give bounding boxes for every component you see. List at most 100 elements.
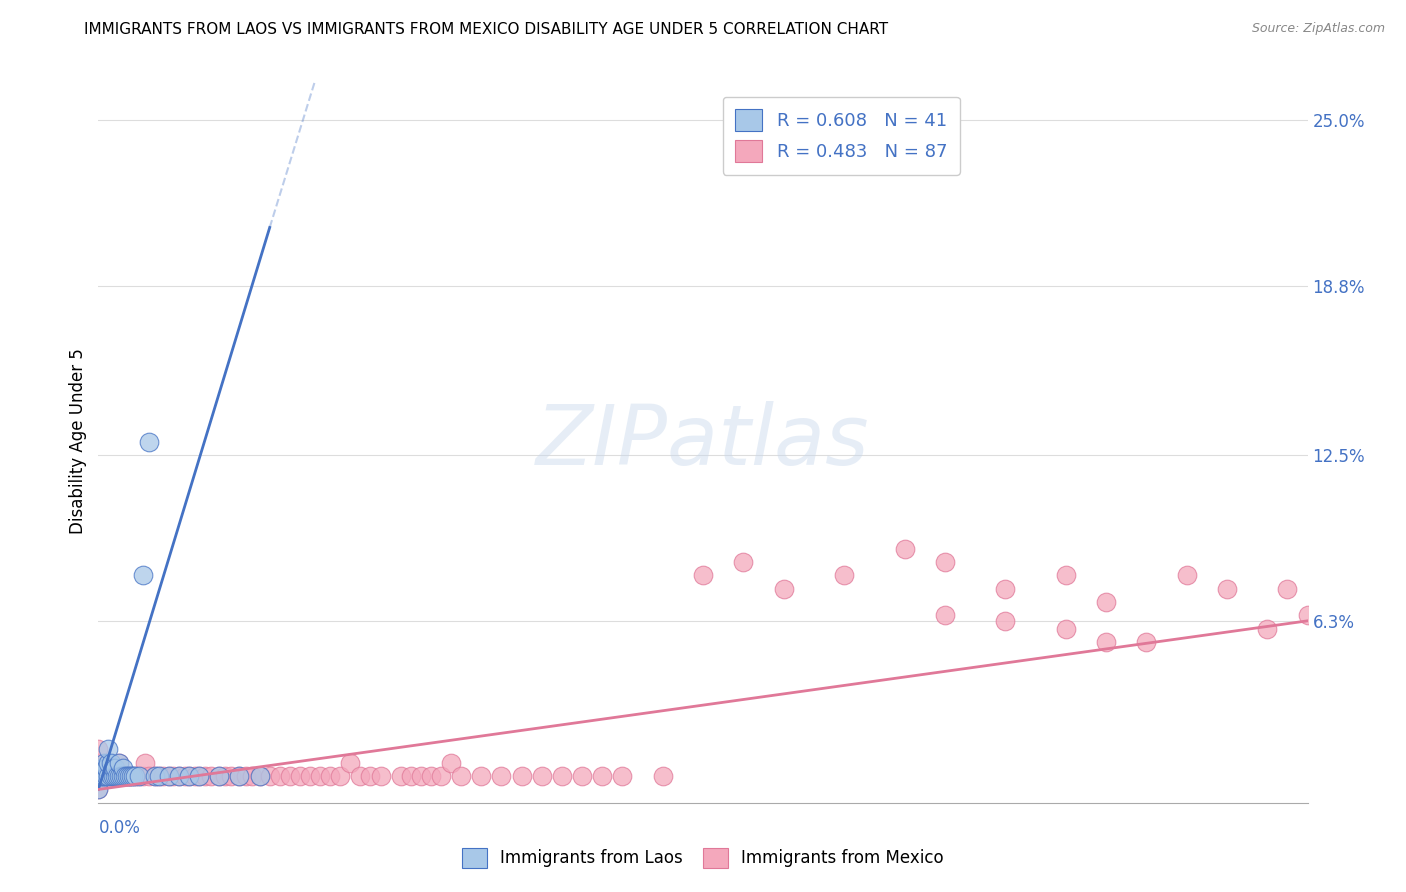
Point — [1296, 608, 1319, 623]
Point — [409, 769, 432, 783]
Point — [114, 769, 136, 783]
Point — [91, 769, 114, 783]
Point — [228, 769, 250, 783]
Point — [470, 769, 492, 783]
Point — [124, 769, 146, 783]
Point — [221, 769, 243, 783]
Point — [100, 769, 122, 783]
Point — [107, 756, 129, 770]
Legend: R = 0.608   N = 41, R = 0.483   N = 87: R = 0.608 N = 41, R = 0.483 N = 87 — [723, 96, 960, 175]
Point — [103, 769, 125, 783]
Point — [107, 769, 129, 783]
Point — [259, 769, 281, 783]
Point — [228, 769, 250, 783]
Point — [1277, 582, 1299, 596]
Point — [530, 769, 553, 783]
Point — [188, 769, 211, 783]
Point — [93, 769, 115, 783]
Point — [93, 769, 115, 783]
Point — [329, 769, 352, 783]
Point — [994, 582, 1017, 596]
Point — [132, 568, 155, 582]
Point — [249, 769, 271, 783]
Point — [96, 769, 118, 783]
Point — [124, 769, 146, 783]
Point — [138, 434, 160, 449]
Point — [399, 769, 422, 783]
Point — [118, 769, 141, 783]
Point — [110, 769, 132, 783]
Point — [167, 769, 190, 783]
Point — [138, 769, 160, 783]
Point — [97, 756, 120, 770]
Legend: Immigrants from Laos, Immigrants from Mexico: Immigrants from Laos, Immigrants from Me… — [456, 841, 950, 875]
Point — [134, 756, 156, 770]
Point — [174, 769, 197, 783]
Point — [208, 769, 231, 783]
Point — [370, 769, 392, 783]
Point — [162, 769, 184, 783]
Point — [1095, 635, 1118, 649]
Point — [128, 769, 150, 783]
Text: IMMIGRANTS FROM LAOS VS IMMIGRANTS FROM MEXICO DISABILITY AGE UNDER 5 CORRELATIO: IMMIGRANTS FROM LAOS VS IMMIGRANTS FROM … — [84, 22, 889, 37]
Point — [832, 568, 855, 582]
Point — [157, 769, 180, 783]
Point — [103, 769, 125, 783]
Point — [152, 769, 174, 783]
Point — [97, 769, 120, 783]
Point — [101, 769, 124, 783]
Point — [235, 769, 257, 783]
Point — [114, 769, 136, 783]
Point — [1135, 635, 1157, 649]
Point — [97, 769, 120, 783]
Point — [120, 769, 142, 783]
Point — [194, 769, 217, 783]
Point — [249, 769, 271, 783]
Point — [96, 761, 118, 775]
Point — [612, 769, 634, 783]
Point — [651, 769, 673, 783]
Y-axis label: Disability Age Under 5: Disability Age Under 5 — [69, 349, 87, 534]
Point — [132, 769, 155, 783]
Point — [148, 769, 170, 783]
Point — [288, 769, 311, 783]
Point — [87, 782, 110, 797]
Point — [87, 769, 110, 783]
Point — [1054, 622, 1077, 636]
Point — [551, 769, 574, 783]
Point — [105, 769, 128, 783]
Point — [430, 769, 453, 783]
Point — [87, 756, 110, 770]
Point — [87, 782, 110, 797]
Point — [299, 769, 322, 783]
Point — [100, 769, 122, 783]
Point — [360, 769, 382, 783]
Point — [994, 614, 1017, 628]
Point — [167, 769, 190, 783]
Point — [214, 769, 236, 783]
Point — [893, 541, 915, 556]
Point — [934, 608, 956, 623]
Point — [510, 769, 533, 783]
Point — [339, 756, 361, 770]
Text: 0.0%: 0.0% — [98, 819, 141, 837]
Point — [101, 761, 124, 775]
Point — [118, 769, 141, 783]
Point — [450, 769, 472, 783]
Point — [733, 555, 755, 569]
Point — [934, 555, 956, 569]
Point — [128, 769, 150, 783]
Point — [571, 769, 593, 783]
Text: Source: ZipAtlas.com: Source: ZipAtlas.com — [1251, 22, 1385, 36]
Point — [1095, 595, 1118, 609]
Point — [692, 568, 714, 582]
Point — [89, 769, 111, 783]
Point — [772, 582, 794, 596]
Point — [349, 769, 371, 783]
Point — [143, 769, 166, 783]
Point — [143, 769, 166, 783]
Point — [319, 769, 342, 783]
Text: ZIPatlas: ZIPatlas — [536, 401, 870, 482]
Point — [591, 769, 613, 783]
Point — [100, 756, 122, 770]
